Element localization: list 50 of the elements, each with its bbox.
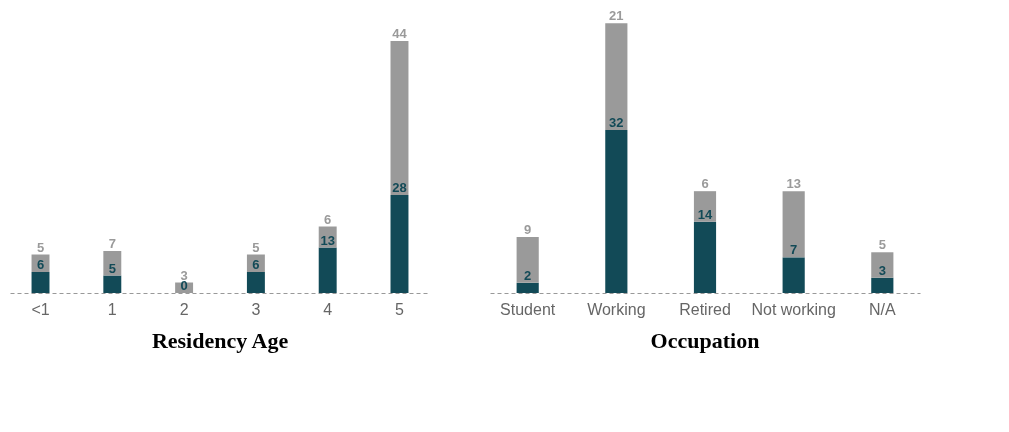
bar xyxy=(782,191,805,258)
data-label: 5 xyxy=(878,237,886,253)
data-label: 7 xyxy=(790,242,798,258)
data-label: 5 xyxy=(108,260,116,276)
x-tick-label: 1 xyxy=(107,300,117,318)
data-label: 44 xyxy=(392,26,408,41)
x-tick-label: <1 xyxy=(31,300,50,318)
data-label: 21 xyxy=(609,8,624,24)
bar xyxy=(605,130,628,293)
bar xyxy=(782,257,805,293)
x-tick-label: Not working xyxy=(751,300,836,318)
bar xyxy=(390,195,409,293)
x-tick-label: 2 xyxy=(179,300,189,318)
bar xyxy=(516,237,539,283)
data-label: 7 xyxy=(108,236,116,251)
bar xyxy=(318,247,337,293)
data-label: 6 xyxy=(324,211,332,227)
data-label: 9 xyxy=(524,222,532,237)
bar xyxy=(390,41,409,195)
data-label: 5 xyxy=(252,239,260,255)
bar xyxy=(246,272,265,293)
data-label: 5 xyxy=(36,239,45,255)
text: Residency Age xyxy=(151,328,289,353)
x-tick-label: 3 xyxy=(251,300,261,318)
x-tick-label: N/A xyxy=(868,300,896,318)
data-label: 6 xyxy=(701,176,709,192)
data-label: 6 xyxy=(36,257,45,272)
x-tick-label: Retired xyxy=(679,300,731,318)
data-label: 2 xyxy=(524,267,532,283)
data-label: 32 xyxy=(609,115,624,131)
bar xyxy=(871,252,894,278)
x-tick-label: 5 xyxy=(395,300,405,318)
data-label: 6 xyxy=(252,257,260,272)
data-label: 0 xyxy=(180,278,188,293)
bar xyxy=(871,277,894,293)
bar xyxy=(31,272,50,293)
data-label: 13 xyxy=(320,232,335,248)
data-label: 14 xyxy=(697,206,713,222)
x-tick-label: Working xyxy=(587,300,646,318)
x-tick-label: 4 xyxy=(323,300,333,318)
text: Occupation xyxy=(650,328,760,353)
data-label: 28 xyxy=(392,180,407,195)
bar xyxy=(516,282,539,293)
bar xyxy=(103,275,122,293)
bar xyxy=(605,23,628,131)
data-label: 13 xyxy=(786,176,801,192)
bar xyxy=(693,221,717,293)
bar xyxy=(103,251,122,276)
data-label: 3 xyxy=(878,262,886,278)
x-tick-label: Student xyxy=(500,300,556,318)
